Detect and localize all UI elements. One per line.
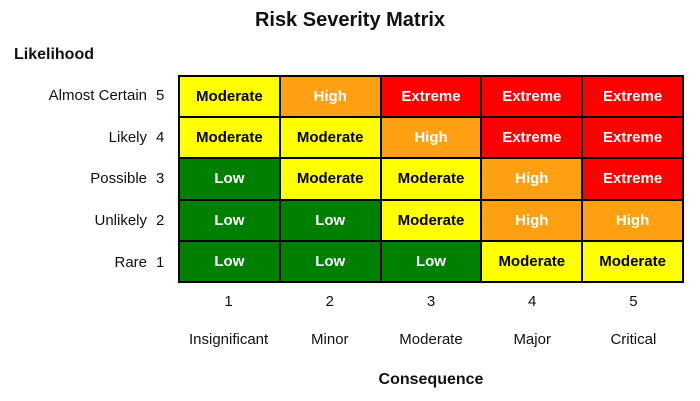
consequence-label: Major <box>513 331 551 348</box>
consequence-label: Minor <box>311 331 349 348</box>
likelihood-row-name: Possible <box>90 170 147 188</box>
consequence-tick: 5 <box>629 293 638 310</box>
matrix-cell: Extreme <box>583 77 682 117</box>
likelihood-axis-labels: Almost Certain 5 Likely 4 Possible 3 Unlikely 2… <box>0 75 166 283</box>
consequence-axis-labels: Insignificant Minor Moderate Major Critical <box>178 331 684 348</box>
matrix-cell: Extreme <box>381 77 481 117</box>
likelihood-row-label: Possible 3 <box>0 158 166 200</box>
matrix-cell: Moderate <box>381 159 481 199</box>
matrix-cell: High <box>482 200 582 240</box>
likelihood-row-label: Almost Certain 5 <box>0 75 166 117</box>
consequence-label: Moderate <box>399 331 463 348</box>
consequence-label: Critical <box>610 331 657 348</box>
matrix-cell: Moderate <box>180 77 279 117</box>
matrix-cell: High <box>280 77 380 117</box>
likelihood-row-label: Rare 1 <box>0 241 166 283</box>
matrix-cell: High <box>482 159 582 199</box>
matrix-cell: Extreme <box>583 118 682 158</box>
matrix-cell: Low <box>180 241 279 281</box>
y-axis-title: Likelihood <box>14 46 94 63</box>
likelihood-row-name: Likely <box>108 128 147 146</box>
matrix-cell: Low <box>280 241 380 281</box>
matrix-cell: Low <box>381 241 481 281</box>
likelihood-row-value: 1 <box>156 253 165 271</box>
x-axis-title: Consequence <box>378 371 484 388</box>
likelihood-row-value: 5 <box>156 87 165 105</box>
matrix-cell: Moderate <box>180 118 279 158</box>
matrix-grid: Moderate High Extreme Extreme Extreme Moderat… <box>178 75 684 283</box>
matrix-cell: Moderate <box>280 159 380 199</box>
chart-title: Risk Severity Matrix <box>254 9 446 31</box>
matrix-cell: Extreme <box>583 159 682 199</box>
matrix-cell: Moderate <box>482 241 582 281</box>
matrix-cell: Moderate <box>381 200 481 240</box>
consequence-tick: 1 <box>224 293 233 310</box>
likelihood-row-name: Almost Certain <box>48 87 147 105</box>
likelihood-row-name: Rare <box>114 253 147 271</box>
likelihood-row-value: 4 <box>156 128 165 146</box>
likelihood-row-label: Unlikely 2 <box>0 200 166 242</box>
matrix-cell: High <box>583 200 682 240</box>
matrix-cell: Low <box>280 200 380 240</box>
consequence-tick: 3 <box>426 293 436 310</box>
consequence-axis-ticks: 1 2 3 4 5 <box>178 293 684 310</box>
likelihood-row-value: 2 <box>156 212 165 230</box>
consequence-tick: 2 <box>325 293 334 310</box>
consequence-label: Insignificant <box>188 331 269 348</box>
matrix-cell: High <box>381 118 481 158</box>
likelihood-row-value: 3 <box>156 170 165 188</box>
likelihood-row-label: Likely 4 <box>0 117 166 159</box>
matrix-cell: Extreme <box>482 118 582 158</box>
matrix-cell: Low <box>180 159 279 199</box>
matrix-cell: Extreme <box>482 77 582 117</box>
matrix-cell: Low <box>180 200 279 240</box>
likelihood-row-name: Unlikely <box>94 212 147 230</box>
matrix-cell: Moderate <box>583 241 682 281</box>
matrix-cell: Moderate <box>280 118 380 158</box>
consequence-tick: 4 <box>528 293 537 310</box>
